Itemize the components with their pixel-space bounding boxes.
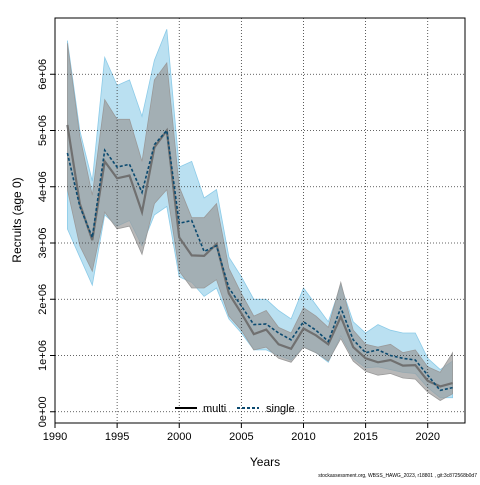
y-tick-label: 4e+06 (37, 171, 49, 202)
grid-lines (54, 18, 465, 423)
footer-note: stockassessment.org, WBSS_HAWG_2023, r18… (318, 473, 477, 479)
x-tick-label: 1990 (43, 431, 67, 443)
series-line-multi (66, 124, 453, 388)
confidence-band-multi (67, 43, 453, 401)
legend-label-multi: multi (203, 403, 226, 415)
x-axis-ticks: 1990 1995 2000 2005 2010 2015 2020 (43, 423, 440, 443)
x-tick-label: 2020 (415, 431, 439, 443)
y-tick-label: 6e+06 (37, 59, 49, 90)
x-tick-label: 2005 (229, 431, 253, 443)
x-axis-title: Years (250, 455, 280, 469)
y-tick-label: 2e+06 (37, 284, 49, 315)
y-tick-label: 0e+00 (37, 396, 49, 427)
series-line-single (66, 128, 453, 392)
x-tick-label: 2010 (291, 431, 315, 443)
legend: multi single (175, 403, 295, 415)
x-tick-label: 2015 (353, 431, 377, 443)
confidence-bands (67, 29, 453, 401)
y-axis-title: Recruits (age 0) (10, 177, 24, 262)
y-tick-label: 3e+06 (37, 228, 49, 259)
x-tick-label: 2000 (167, 431, 191, 443)
legend-label-single: single (266, 403, 295, 415)
plot-frame (54, 17, 466, 424)
y-tick-label: 5e+06 (37, 115, 49, 146)
series-lines (66, 124, 453, 392)
y-tick-label: 1e+06 (37, 340, 49, 371)
y-axis-ticks: 0e+00 1e+06 2e+06 3e+06 4e+06 5e+06 6e+06 (37, 59, 55, 427)
x-tick-label: 1995 (105, 431, 129, 443)
